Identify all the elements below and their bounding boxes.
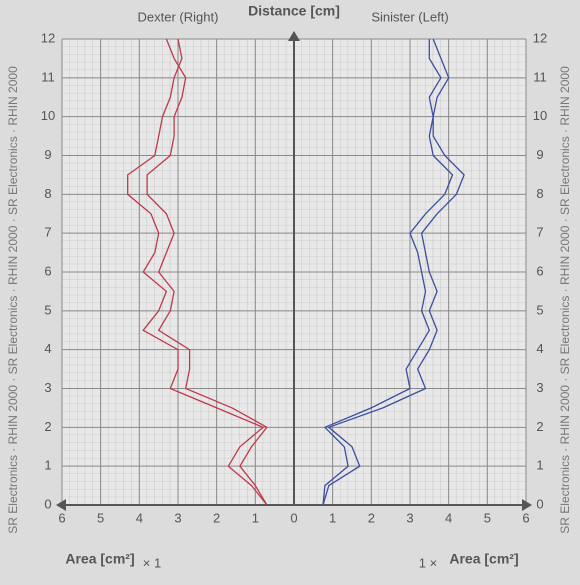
y-tick-label: 10 xyxy=(533,108,547,123)
y-tick-label: 12 xyxy=(41,30,55,45)
area-curve xyxy=(146,38,268,506)
area-curve xyxy=(322,39,454,506)
scale-label: 1 × xyxy=(419,555,437,570)
y-tick-label: 8 xyxy=(44,186,51,201)
y-tick-label: 1 xyxy=(536,458,543,473)
x-tick-label: 5 xyxy=(484,510,491,525)
x-tick-label: 3 xyxy=(406,510,413,525)
y-tick-label: 2 xyxy=(44,419,51,434)
x-tick-label: 1 xyxy=(252,510,259,525)
x-tick-label: 6 xyxy=(58,510,65,525)
center-label: Distance [cm] xyxy=(248,3,340,19)
y-tick-label: 2 xyxy=(536,419,543,434)
y-tick-label: 4 xyxy=(536,341,543,356)
area-curve xyxy=(127,38,268,506)
chart-title: Sinister (Left) xyxy=(371,9,448,24)
y-tick-label: 0 xyxy=(536,496,543,511)
y-tick-label: 3 xyxy=(536,380,543,395)
y-tick-label: 3 xyxy=(44,380,51,395)
side-text: SR Electronics · RHIN 2000 · SR Electron… xyxy=(6,66,20,534)
y-tick-label: 9 xyxy=(44,147,51,162)
scale-label: × 1 xyxy=(143,555,161,570)
arrow xyxy=(288,31,300,41)
x-tick-label: 5 xyxy=(97,510,104,525)
x-tick-label: 6 xyxy=(522,510,529,525)
y-tick-label: 5 xyxy=(536,302,543,317)
y-tick-label: 8 xyxy=(536,186,543,201)
y-tick-label: 9 xyxy=(536,147,543,162)
chart-title: Dexter (Right) xyxy=(138,9,219,24)
y-tick-label: 10 xyxy=(41,108,55,123)
x-tick-label: 0 xyxy=(290,510,297,525)
y-tick-label: 1 xyxy=(44,458,51,473)
x-tick-label: 3 xyxy=(174,510,181,525)
x-axis-label: Area [cm²] xyxy=(65,551,134,567)
arrow xyxy=(56,499,66,511)
y-tick-label: 11 xyxy=(41,69,55,84)
x-tick-label: 4 xyxy=(136,510,143,525)
x-tick-label: 1 xyxy=(329,510,336,525)
y-tick-label: 6 xyxy=(536,263,543,278)
y-tick-label: 6 xyxy=(44,263,51,278)
y-tick-label: 4 xyxy=(44,341,51,356)
arrow xyxy=(522,499,532,511)
y-tick-label: 11 xyxy=(533,69,547,84)
x-axis-label: Area [cm²] xyxy=(449,551,518,567)
x-tick-label: 2 xyxy=(213,510,220,525)
y-tick-label: 0 xyxy=(44,496,51,511)
y-tick-label: 5 xyxy=(44,302,51,317)
y-tick-label: 12 xyxy=(533,30,547,45)
x-tick-label: 4 xyxy=(445,510,452,525)
side-text: SR Electronics · RHIN 2000 · SR Electron… xyxy=(558,66,572,534)
y-tick-label: 7 xyxy=(536,225,543,240)
x-tick-label: 2 xyxy=(368,510,375,525)
y-tick-label: 7 xyxy=(44,225,51,240)
